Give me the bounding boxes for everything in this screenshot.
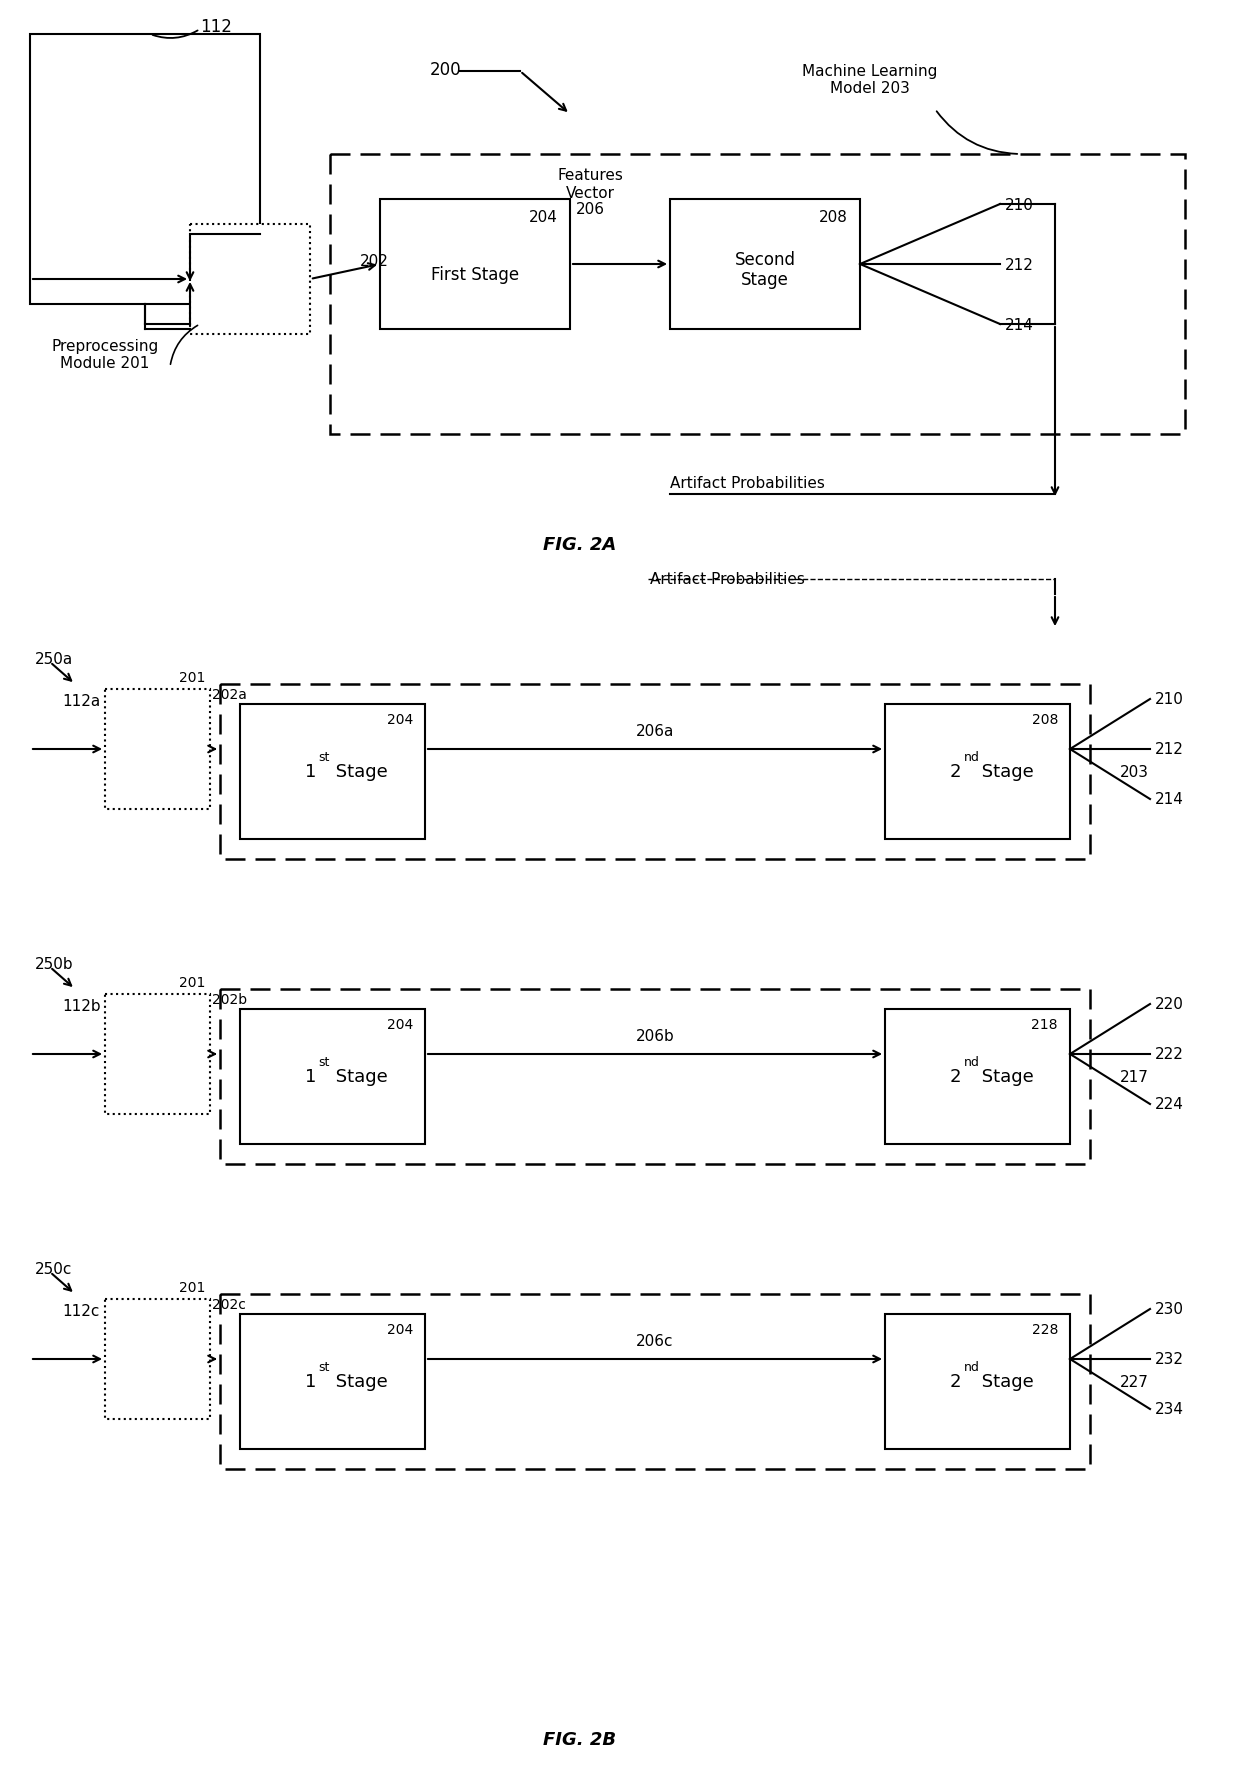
Text: 202: 202 (360, 255, 389, 269)
Text: 212: 212 (1154, 742, 1184, 756)
Text: FIG. 2A: FIG. 2A (543, 536, 616, 554)
Bar (379, 199, 570, 329)
Text: 200: 200 (430, 61, 461, 78)
Text: 208: 208 (820, 210, 848, 226)
Text: 230: 230 (1154, 1301, 1184, 1317)
Text: 1: 1 (305, 1068, 316, 1086)
Bar (885, 1314, 1070, 1449)
Text: nd: nd (963, 751, 980, 764)
Text: 217: 217 (1120, 1070, 1149, 1084)
Text: Artifact Probabilities: Artifact Probabilities (670, 475, 825, 490)
Text: 250c: 250c (35, 1262, 72, 1276)
Text: 1: 1 (305, 764, 316, 781)
Bar (219, 990, 1090, 1164)
Text: Stage: Stage (976, 764, 1033, 781)
Text: 206: 206 (575, 203, 605, 217)
Text: nd: nd (963, 1360, 980, 1374)
Bar (885, 705, 1070, 840)
Text: 222: 222 (1154, 1047, 1184, 1063)
Text: 214: 214 (1154, 792, 1184, 806)
Text: 206a: 206a (636, 724, 675, 739)
Text: 204: 204 (387, 712, 413, 726)
Text: FIG. 2B: FIG. 2B (543, 1730, 616, 1748)
Text: st: st (319, 1056, 330, 1070)
Text: 202a: 202a (212, 687, 247, 701)
Bar (330, 155, 1185, 434)
Text: Stage: Stage (742, 271, 789, 288)
Text: 227: 227 (1120, 1374, 1149, 1388)
Bar (105, 995, 210, 1114)
Bar (670, 199, 861, 329)
Text: 218: 218 (1032, 1018, 1058, 1031)
Text: 204: 204 (387, 1323, 413, 1337)
Text: Stage: Stage (331, 764, 388, 781)
Text: 210: 210 (1004, 198, 1034, 212)
Bar (241, 1009, 425, 1145)
Text: Second: Second (734, 251, 796, 269)
Text: Stage: Stage (976, 1068, 1033, 1086)
Text: 201: 201 (179, 975, 205, 990)
Text: 2: 2 (950, 1068, 961, 1086)
Text: 2: 2 (950, 1372, 961, 1390)
Bar (219, 1294, 1090, 1468)
Text: First Stage: First Stage (432, 265, 520, 283)
Text: 220: 220 (1154, 997, 1184, 1013)
Bar (190, 224, 310, 335)
Text: st: st (319, 751, 330, 764)
Text: 112a: 112a (62, 694, 100, 708)
Text: 202c: 202c (212, 1298, 246, 1312)
Text: 201: 201 (179, 1280, 205, 1294)
Text: 112c: 112c (62, 1303, 99, 1319)
Text: Artifact Probabilities: Artifact Probabilities (650, 571, 805, 587)
Bar (105, 689, 210, 810)
Text: Vector: Vector (565, 185, 615, 201)
Bar (241, 705, 425, 840)
Bar (105, 1299, 210, 1419)
Text: 208: 208 (1032, 712, 1058, 726)
Text: 234: 234 (1154, 1401, 1184, 1417)
Text: 203: 203 (1120, 765, 1149, 780)
Text: 112: 112 (200, 18, 232, 36)
Text: 202b: 202b (212, 993, 247, 1006)
Text: 210: 210 (1154, 692, 1184, 707)
Text: 204: 204 (387, 1018, 413, 1031)
Text: 204: 204 (529, 210, 558, 226)
Text: 1: 1 (305, 1372, 316, 1390)
Bar (241, 1314, 425, 1449)
Text: Features: Features (557, 167, 622, 182)
Text: 2: 2 (950, 764, 961, 781)
Text: Machine Learning
Model 203: Machine Learning Model 203 (802, 64, 937, 96)
Text: Stage: Stage (976, 1372, 1033, 1390)
Text: 201: 201 (179, 671, 205, 685)
Text: 206b: 206b (636, 1029, 675, 1043)
Text: Stage: Stage (331, 1372, 388, 1390)
Text: 250b: 250b (35, 958, 73, 972)
Text: 250a: 250a (35, 651, 73, 668)
Text: Stage: Stage (331, 1068, 388, 1086)
Text: 112b: 112b (62, 999, 100, 1015)
Text: 224: 224 (1154, 1096, 1184, 1112)
Bar (30, 36, 260, 304)
Bar (219, 685, 1090, 860)
Text: 212: 212 (1004, 258, 1034, 272)
Text: nd: nd (963, 1056, 980, 1070)
Text: Preprocessing
Module 201: Preprocessing Module 201 (51, 338, 159, 370)
Bar (885, 1009, 1070, 1145)
Text: 214: 214 (1004, 317, 1034, 333)
Text: 232: 232 (1154, 1351, 1184, 1367)
Text: 228: 228 (1032, 1323, 1058, 1337)
Text: 206c: 206c (636, 1333, 673, 1349)
Text: st: st (319, 1360, 330, 1374)
